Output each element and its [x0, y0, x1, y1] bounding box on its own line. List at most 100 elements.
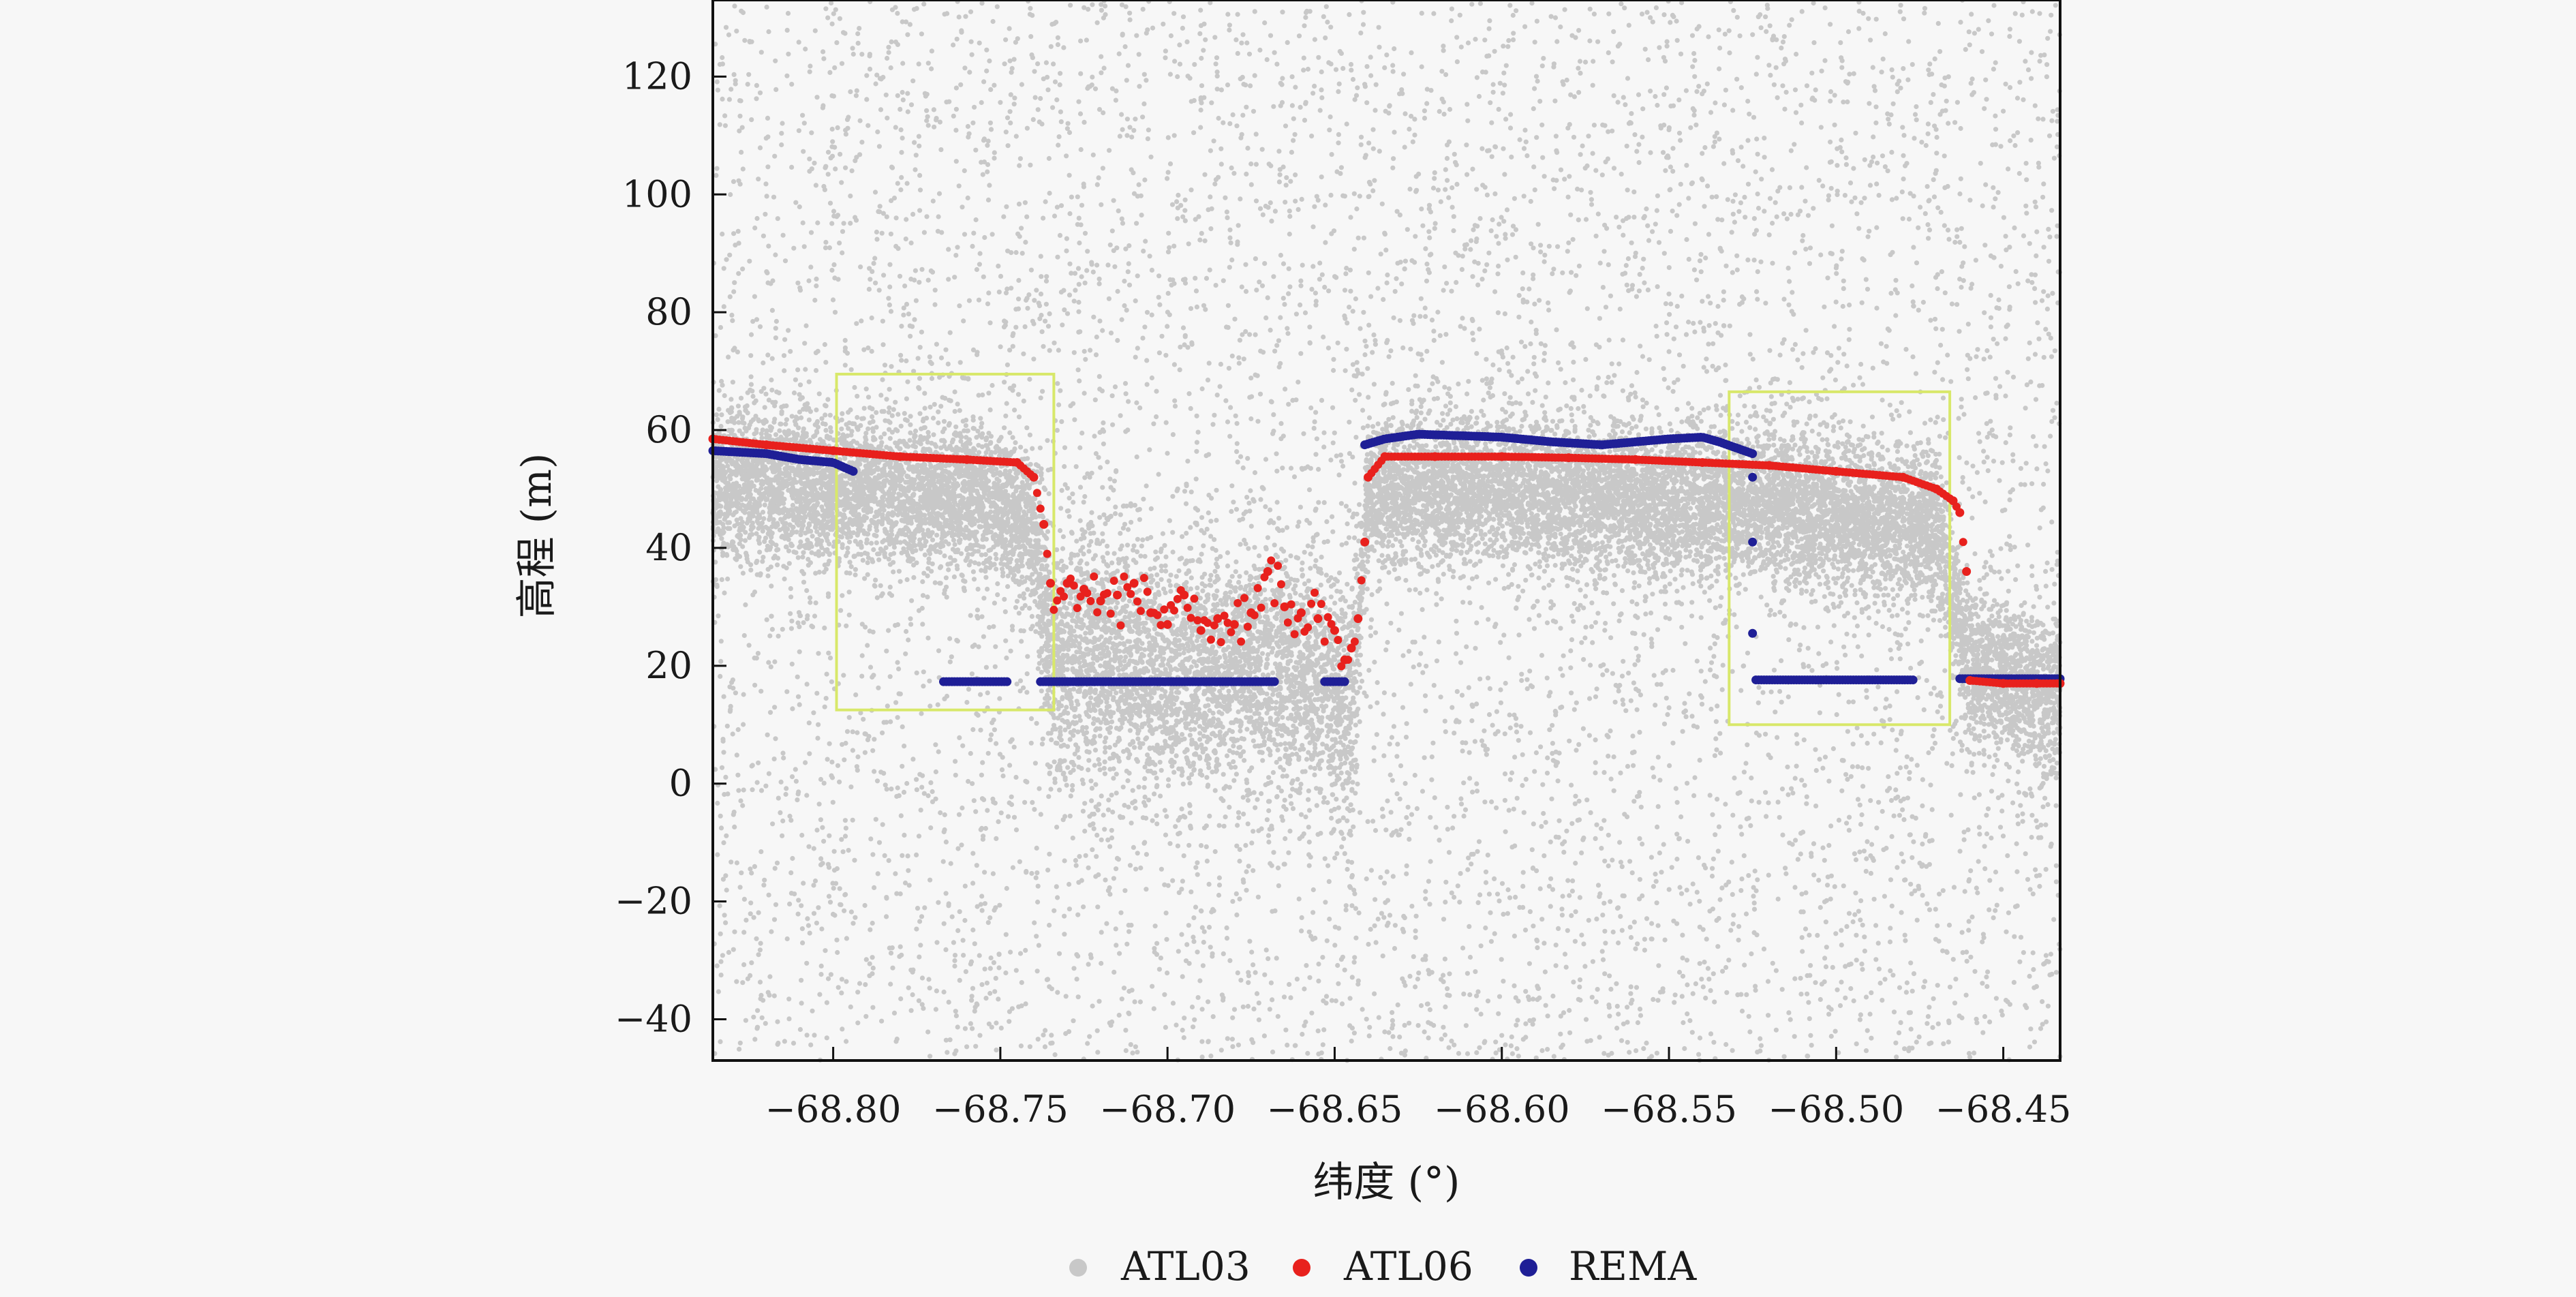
atl03-point [1920, 841, 1925, 846]
atl03-point [1450, 204, 1455, 210]
atl03-point [2003, 393, 2008, 399]
atl03-point [1567, 1007, 1572, 1013]
atl03-point [1007, 1009, 1012, 1014]
atl03-point [1790, 842, 1795, 847]
atl03-point [1616, 618, 1622, 624]
atl03-point [1236, 810, 1242, 815]
atl03-point [741, 692, 746, 697]
atl03-point [1737, 33, 1743, 39]
atl03-point [1289, 801, 1294, 806]
atl03-point [1037, 654, 1042, 659]
atl03-point [1191, 939, 1197, 944]
atl03-point [1490, 722, 1495, 728]
atl03-point [971, 230, 977, 236]
atl03-point [1591, 59, 1596, 64]
atl03-point [1120, 221, 1126, 226]
atl03-point [1994, 305, 1999, 311]
atl03-point [1257, 279, 1262, 285]
atl03-point [1573, 793, 1578, 799]
atl03-point [2038, 52, 2044, 58]
atl03-point [1845, 611, 1850, 616]
atl03-point [1229, 257, 1235, 262]
atl03-point [2031, 1039, 2038, 1045]
atl03-point [874, 410, 879, 415]
atl03-point [978, 416, 983, 421]
atl03-point [1446, 139, 1452, 144]
atl03-point [1189, 340, 1195, 346]
atl03-point [1705, 966, 1711, 971]
atl03-point [1766, 63, 1772, 68]
atl03-point [1236, 815, 1242, 821]
atl03-point [1037, 316, 1043, 322]
atl03-point [970, 120, 976, 125]
atl03-point [1611, 166, 1617, 171]
atl03-point [1165, 135, 1171, 140]
atl03-point [1015, 231, 1021, 236]
atl03-point [769, 307, 775, 313]
atl03-point [865, 395, 872, 400]
atl03-point [1743, 761, 1749, 766]
atl03-point [895, 246, 901, 251]
atl03-point [1982, 564, 1987, 570]
atl03-point [1656, 240, 1662, 245]
atl03-point [1176, 192, 1181, 198]
atl03-point [723, 920, 729, 926]
atl03-point [1123, 246, 1129, 251]
atl03-point [1670, 146, 1676, 151]
atl03-point [1980, 932, 1986, 937]
atl03-point [1617, 612, 1623, 617]
atl03-point [1252, 470, 1258, 476]
atl03-point [1571, 619, 1576, 624]
atl03-point [1475, 900, 1481, 905]
atl03-point [993, 644, 998, 650]
atl03-point [763, 211, 768, 217]
atl03-point [1230, 112, 1236, 117]
atl03-point [1093, 782, 1099, 787]
atl03-point [1769, 167, 1775, 172]
atl03-point [1616, 688, 1621, 694]
atl03-point [1608, 776, 1614, 782]
atl03-point [1082, 391, 1087, 396]
atl03-point [1966, 486, 1972, 492]
atl03-point [1951, 885, 1957, 890]
atl03-point [1726, 879, 1732, 885]
atl03-point [1408, 682, 1413, 687]
atl03-point [1079, 274, 1084, 279]
atl03-point [1873, 706, 1878, 712]
atl03-point [1535, 939, 1540, 944]
atl03-point [1516, 292, 1522, 299]
atl03-point [981, 274, 986, 279]
atl03-point [1816, 651, 1822, 656]
atl03-point [1305, 66, 1310, 72]
atl03-point [1661, 366, 1666, 371]
atl03-point [1542, 969, 1548, 975]
atl03-point [1999, 887, 2004, 892]
atl03-point [825, 397, 831, 402]
atl03-point [1402, 1052, 1407, 1058]
atl03-point [1347, 12, 1352, 17]
atl03-point [1243, 509, 1248, 515]
atl03-point [941, 921, 947, 926]
atl03-point [732, 3, 737, 9]
atl03-point [1660, 670, 1666, 675]
atl03-point [1381, 712, 1386, 717]
atl03-point [1464, 242, 1469, 247]
atl03-point [1217, 384, 1223, 389]
atl03-point [1149, 312, 1154, 318]
atl03-point [1178, 344, 1183, 350]
atl03-point [944, 594, 949, 600]
atl03-point [955, 846, 961, 851]
atl03-point [1974, 354, 1979, 359]
atl03-point [1124, 941, 1130, 947]
atl03-point [1779, 658, 1784, 664]
atl03-point [1423, 708, 1428, 714]
atl03-point [1466, 685, 1471, 690]
atl03-point [1007, 109, 1013, 115]
atl03-point [1901, 859, 1906, 864]
atl03-point [1442, 384, 1447, 390]
atl03-point [1850, 742, 1856, 747]
atl03-point [1298, 786, 1303, 791]
atl03-point [1886, 626, 1892, 632]
atl03-point [947, 330, 953, 335]
atl03-point [1710, 812, 1715, 817]
